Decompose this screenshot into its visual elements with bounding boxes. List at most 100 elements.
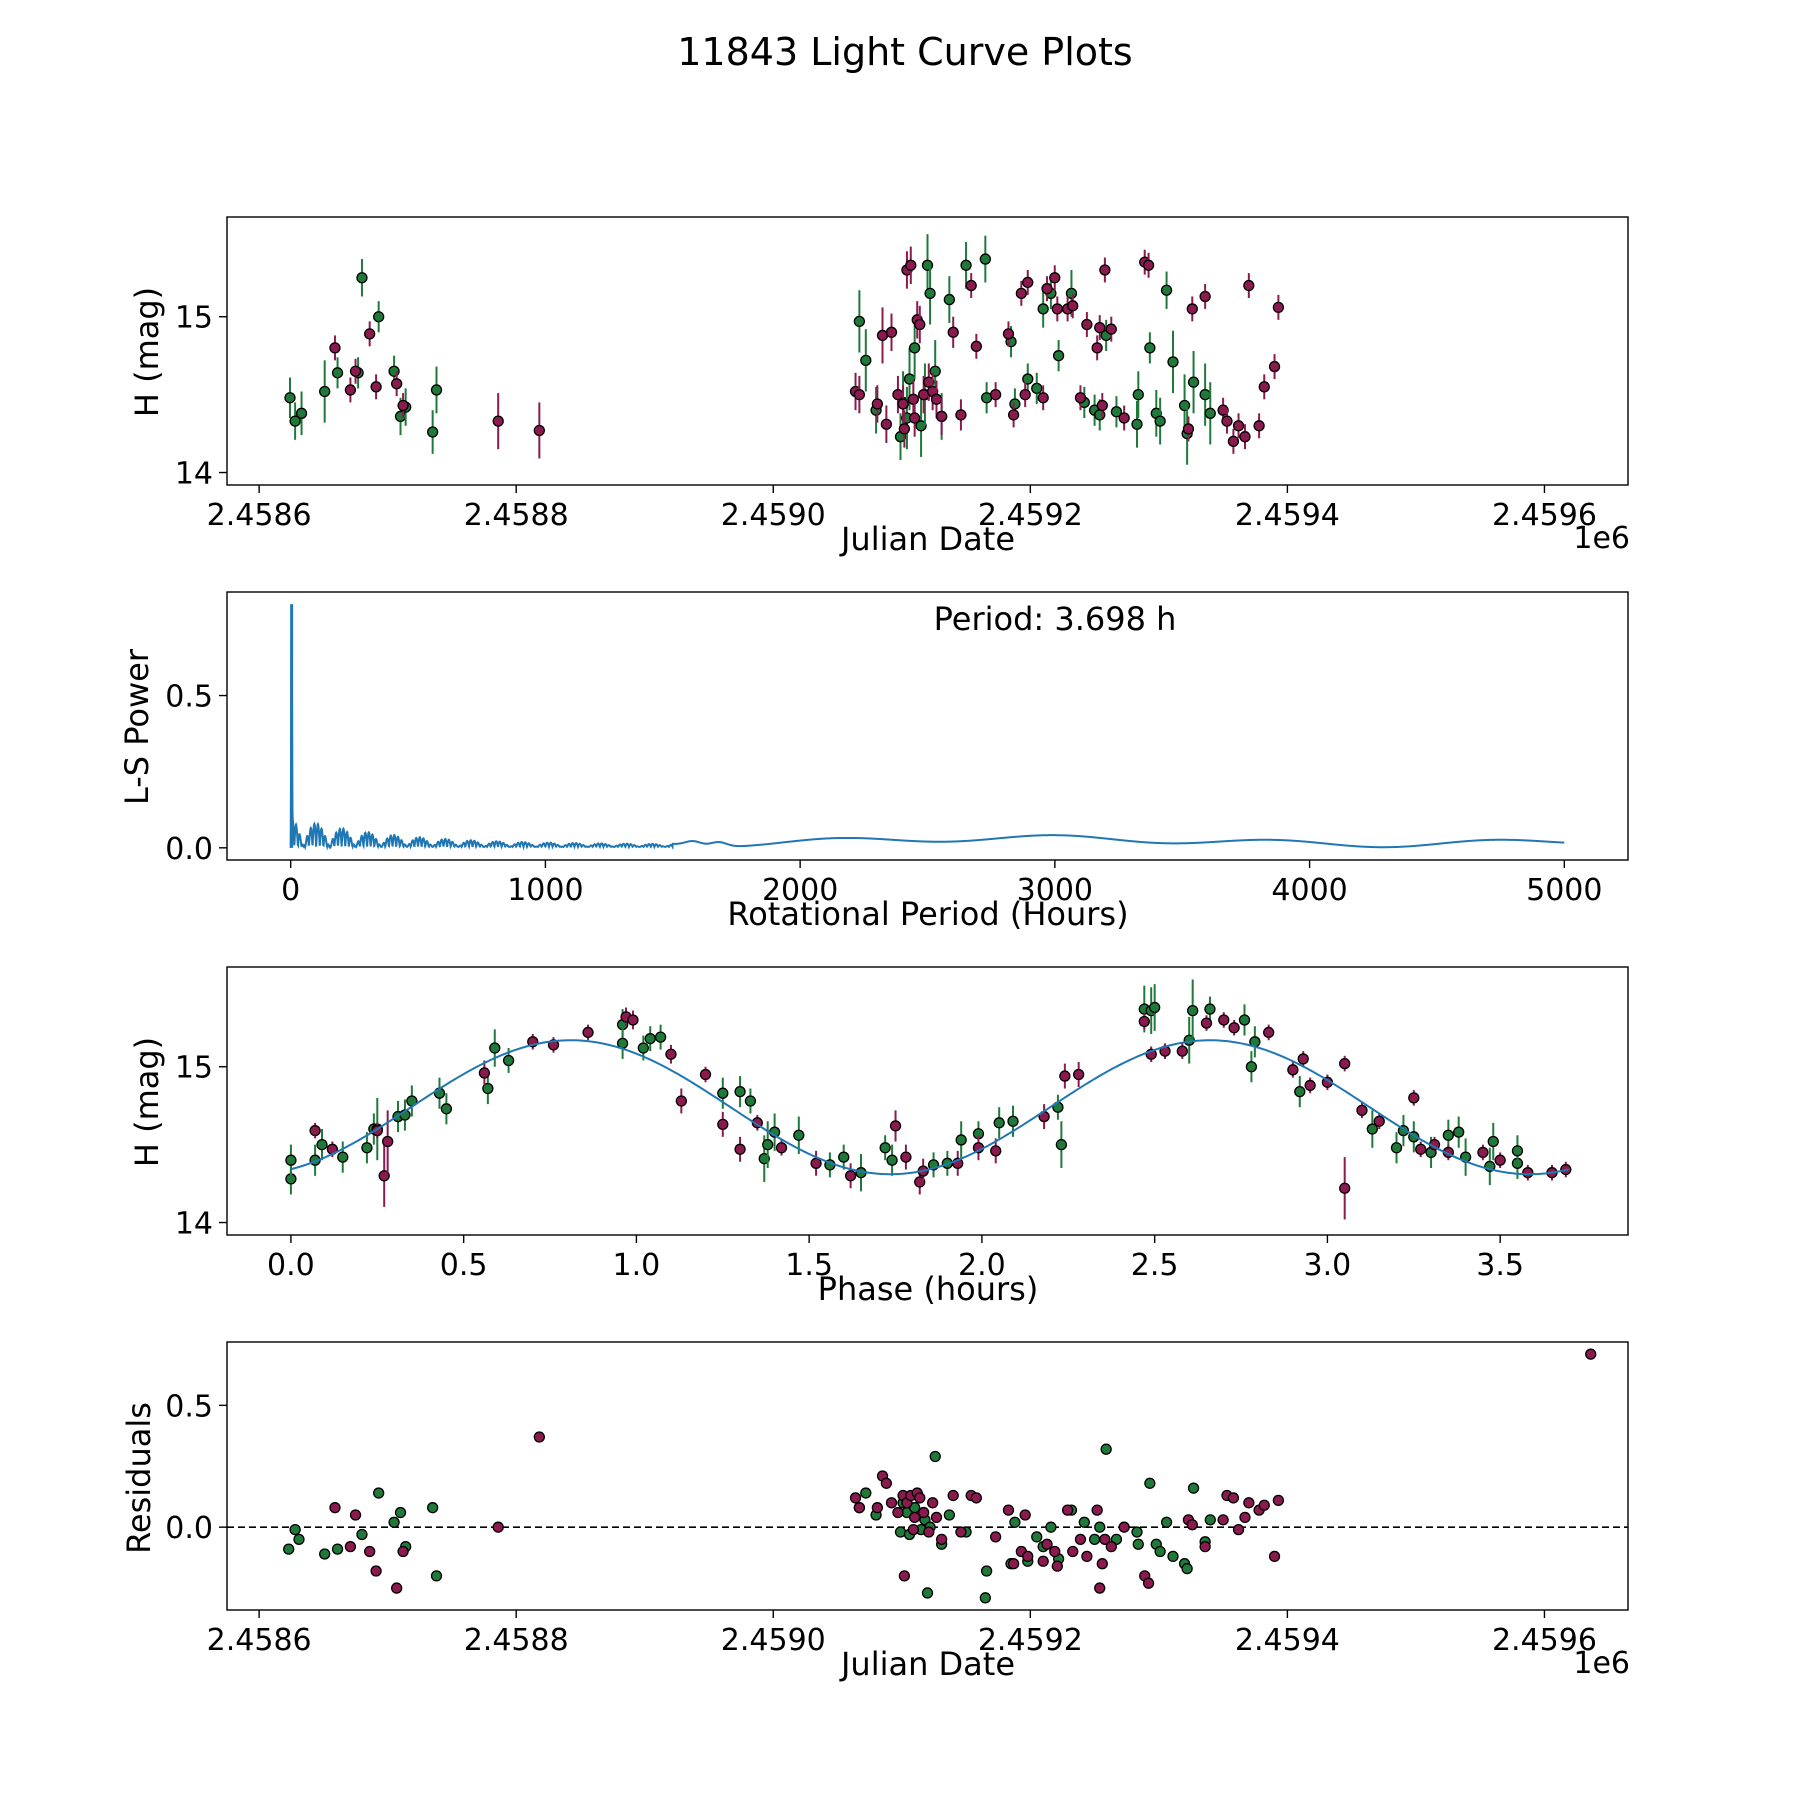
data-point: [921, 1587, 934, 1599]
data-point: [1105, 1541, 1117, 1553]
data-point: [947, 1489, 959, 1502]
data-point: [734, 1143, 746, 1155]
data-point: [860, 1487, 872, 1499]
data-point: [717, 1118, 729, 1131]
data-point: [1096, 1558, 1108, 1570]
data-point: [990, 1145, 1002, 1157]
data-point: [1059, 1070, 1071, 1082]
data-point: [1294, 1086, 1306, 1098]
data-point: [394, 1506, 407, 1519]
data-point: [370, 1565, 382, 1577]
data-point: [1204, 1003, 1216, 1015]
periodogram-xlabel: Rotational Period (Hours): [727, 895, 1128, 933]
data-point: [880, 1477, 893, 1489]
data-point: [1204, 1514, 1216, 1526]
axes-light-curve: 2.4586 2.4588 2.4590 2.4592 2.4594 2.4596 14 15: [175, 216, 1629, 533]
data-point: [1186, 1519, 1198, 1531]
data-point: [1204, 407, 1216, 419]
data-point: [1199, 290, 1211, 303]
data-point: [898, 423, 911, 435]
data-point: [1144, 342, 1156, 354]
data-point: [1227, 1492, 1240, 1504]
data-point: [316, 1138, 328, 1151]
data-point: [1007, 1558, 1020, 1570]
data-point: [926, 1497, 939, 1509]
data-point: [627, 1014, 639, 1026]
data-point: [905, 259, 917, 271]
phase-folded-ytick-label: 15: [175, 1051, 213, 1086]
data-point: [331, 1543, 344, 1555]
periodogram-xtick-label: 1000: [507, 873, 583, 908]
data-point: [1073, 1068, 1085, 1081]
data-point: [378, 1170, 390, 1182]
data-point: [979, 1592, 991, 1604]
data-point: [427, 1502, 439, 1514]
data-point: [349, 365, 362, 377]
data-point: [285, 1154, 297, 1166]
data-point: [1002, 1504, 1015, 1516]
data-point: [1019, 1509, 1031, 1521]
data-point: [1304, 1079, 1316, 1092]
data-point: [1232, 1523, 1245, 1536]
data-point: [849, 1492, 862, 1504]
light-curve-points: [284, 234, 1285, 465]
data-point: [289, 1523, 301, 1536]
data-point: [382, 1135, 394, 1148]
data-point: [1218, 1014, 1230, 1026]
data-point: [1243, 279, 1255, 292]
data-point: [1356, 1104, 1368, 1116]
periodogram-ytick-label: 0.5: [165, 680, 213, 715]
data-point: [1160, 1516, 1173, 1528]
data-point: [1074, 1533, 1087, 1545]
data-point: [356, 1528, 368, 1541]
data-point: [1007, 409, 1020, 421]
axes-periodogram: 0 1000 2000 3000 4000 5000 0.0 0.5: [165, 591, 1629, 908]
data-point: [1187, 1482, 1200, 1494]
panel-residuals: Residuals Julian Date 1e6: [120, 1402, 1630, 1683]
data-point: [1442, 1129, 1454, 1141]
data-point: [1067, 300, 1079, 312]
data-point: [1007, 1115, 1019, 1127]
data-point: [1263, 1026, 1275, 1039]
data-point: [970, 1492, 982, 1504]
data-point: [1217, 1514, 1229, 1526]
data-point: [1096, 399, 1108, 412]
data-point: [879, 1142, 891, 1154]
data-point: [1074, 392, 1087, 404]
data-point: [1132, 1538, 1144, 1550]
data-point: [337, 1151, 349, 1163]
data-point: [1105, 323, 1117, 335]
data-point: [775, 1142, 788, 1154]
data-point: [644, 1033, 656, 1045]
data-point: [1100, 1443, 1112, 1455]
data-point: [908, 412, 921, 424]
phase-folded-xtick-label: 3.0: [1304, 1248, 1352, 1283]
data-point: [331, 367, 344, 379]
data-point: [364, 1545, 376, 1558]
light-curve-xlabel: Julian Date: [839, 520, 1015, 558]
residuals-ytick-label: 0.5: [165, 1389, 213, 1424]
fit-curve: [290, 1039, 1569, 1176]
phase-folded-frame: [226, 966, 1629, 1236]
data-point: [440, 1103, 453, 1115]
data-point: [1494, 1154, 1506, 1166]
data-point: [943, 293, 956, 306]
residuals-ytick-label: 0.0: [165, 1511, 213, 1546]
data-point: [283, 1543, 295, 1555]
residuals-xtick-label: 2.4590: [721, 1623, 826, 1658]
data-point: [1081, 318, 1093, 331]
periodogram-line: [289, 617, 1565, 851]
periodogram-xtick-label: 2000: [762, 873, 838, 908]
data-point: [309, 1124, 321, 1137]
data-point: [886, 1154, 898, 1166]
data-point: [1131, 418, 1143, 430]
phase-folded-xtick-label: 1.0: [613, 1248, 661, 1283]
data-point: [970, 340, 982, 352]
data-point: [853, 315, 866, 328]
data-point: [1522, 1167, 1534, 1179]
figure-title: 11843 Light Curve Plots: [677, 30, 1132, 74]
data-point: [1041, 1538, 1053, 1550]
data-point: [1585, 1348, 1597, 1360]
data-point: [924, 287, 936, 299]
data-point: [1199, 388, 1211, 401]
